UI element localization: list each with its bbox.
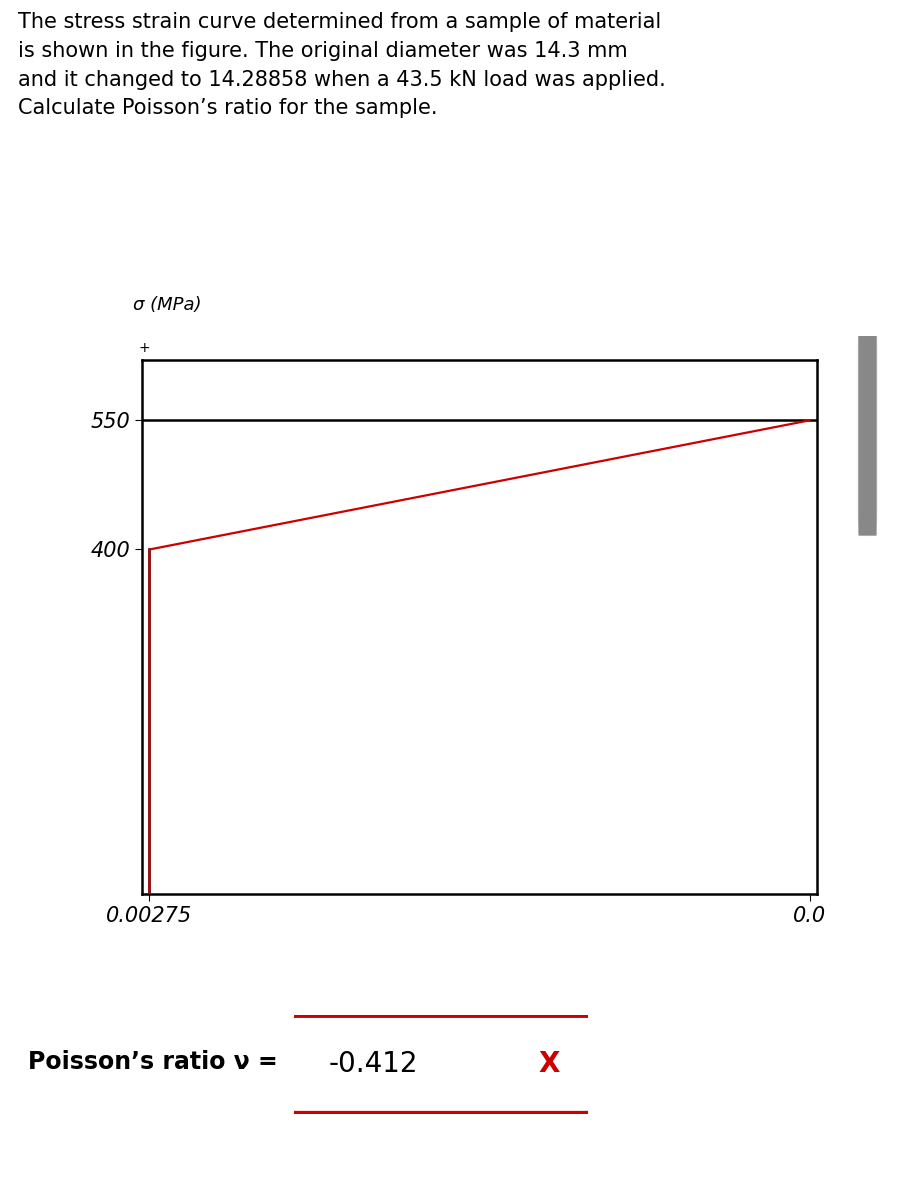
FancyBboxPatch shape (858, 324, 877, 535)
Text: +: + (139, 341, 150, 355)
Text: Poisson’s ratio ν =: Poisson’s ratio ν = (28, 1050, 277, 1074)
Text: X: X (539, 1050, 560, 1079)
Text: σ (MPa): σ (MPa) (133, 296, 202, 314)
FancyBboxPatch shape (285, 1016, 597, 1112)
Text: The stress strain curve determined from a sample of material
is shown in the fig: The stress strain curve determined from … (18, 12, 666, 119)
Text: -0.412: -0.412 (329, 1050, 419, 1079)
